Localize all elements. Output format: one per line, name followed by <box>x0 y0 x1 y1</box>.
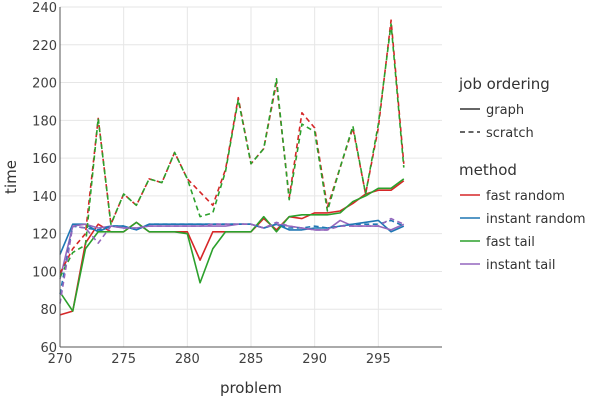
series-lines <box>59 19 405 316</box>
gridlines <box>59 6 442 348</box>
legend: job ordering graph scratch method fast rando… <box>458 75 586 273</box>
x-tick-label: 295 <box>366 352 391 367</box>
y-tick-label: 60 <box>40 341 57 356</box>
legend-label: instant tail <box>486 258 555 273</box>
x-tick-label: 270 <box>48 352 73 367</box>
x-tick-label: 290 <box>302 352 327 367</box>
series-line-fast-tail-scratch <box>59 23 405 278</box>
legend-label: instant random <box>486 212 586 227</box>
y-tick-label: 240 <box>32 1 57 16</box>
series-line-instant-tail-graph <box>59 219 405 280</box>
y-tick-label: 180 <box>32 114 57 129</box>
legend-label: graph <box>486 103 524 118</box>
x-tick-label: 275 <box>111 352 136 367</box>
y-tick-label: 140 <box>32 190 57 205</box>
axes <box>59 7 442 348</box>
legend-label: fast tail <box>486 235 535 250</box>
x-tick-label: 285 <box>239 352 264 367</box>
legend-label: fast random <box>486 189 565 204</box>
legend-title: method <box>459 161 517 179</box>
legend-label: scratch <box>486 126 534 141</box>
y-tick-label: 80 <box>40 303 57 318</box>
y-tick-label: 220 <box>32 39 57 54</box>
series-line-fast-random-scratch <box>59 19 405 274</box>
series-line-fast-random-graph <box>59 180 405 316</box>
series-line-instant-tail-scratch <box>59 217 405 304</box>
y-axis-title: time <box>2 160 20 194</box>
series-line-fast-tail-graph <box>59 178 405 312</box>
y-tick-label: 120 <box>32 228 57 243</box>
x-tick-label: 280 <box>175 352 200 367</box>
legend-title: job ordering <box>458 75 550 93</box>
series-line-instant-random-scratch <box>59 219 405 295</box>
tick-labels: 270 275 280 285 290 295 60 80 100 120 140 160 180 200… <box>32 1 391 367</box>
y-tick-label: 200 <box>32 77 57 92</box>
y-tick-label: 160 <box>32 152 57 167</box>
y-tick-label: 100 <box>32 265 57 280</box>
x-axis-title: problem <box>220 379 282 397</box>
